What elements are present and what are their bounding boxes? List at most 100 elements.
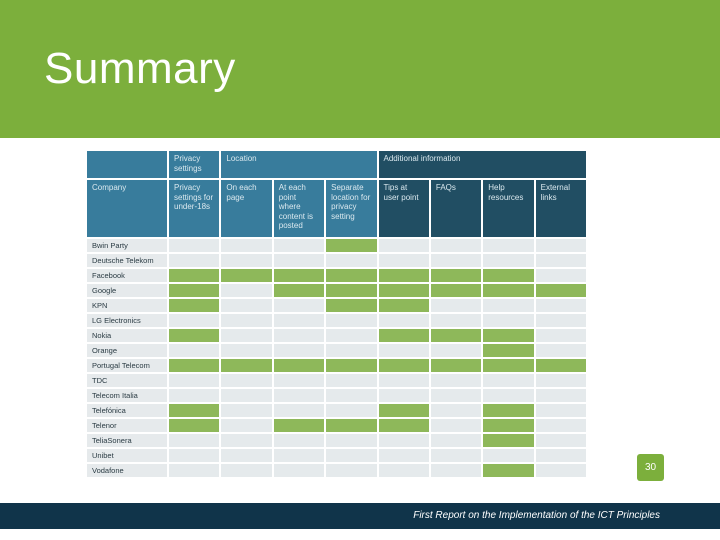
table-cell-no — [535, 374, 586, 387]
table-cell-no — [221, 374, 272, 387]
table-cell-no — [483, 449, 534, 462]
company-name: Bwin Party — [87, 239, 167, 252]
table-cell-no — [430, 254, 482, 267]
column-header-row: Company Privacy settings for under-18s O… — [87, 180, 586, 237]
company-name: Portugal Telecom — [87, 359, 167, 372]
table-cell-no — [535, 434, 586, 447]
table-cell-yes — [378, 404, 429, 417]
footer-bar: First Report on the Implementation of th… — [0, 503, 720, 529]
table-cell-no — [273, 329, 325, 342]
table-row: Telenor — [87, 419, 586, 432]
table-cell-no — [169, 374, 220, 387]
table-cell-no — [221, 299, 272, 312]
table-cell-no — [326, 374, 377, 387]
table-cell-yes — [430, 329, 482, 342]
table-cell-no — [326, 449, 377, 462]
table-cell-yes — [273, 284, 325, 297]
table-cell-no — [430, 449, 482, 462]
table-cell-no — [326, 254, 377, 267]
table-cell-no — [221, 254, 272, 267]
column-header: Company — [87, 180, 167, 237]
company-name: Telenor — [87, 419, 167, 432]
table-cell-yes — [483, 284, 534, 297]
table-cell-no — [378, 389, 429, 402]
table-cell-yes — [169, 299, 220, 312]
column-header: Privacy settings for under-18s — [169, 180, 220, 237]
table-cell-yes — [430, 284, 482, 297]
table-cell-yes — [221, 359, 272, 372]
title-banner: Summary — [0, 0, 720, 138]
table-cell-no — [169, 464, 220, 477]
summary-table: Privacy settings Location Additional inf… — [87, 151, 590, 477]
company-name: Nokia — [87, 329, 167, 342]
table-cell-no — [430, 434, 482, 447]
table-cell-no — [483, 314, 534, 327]
table-cell-no — [378, 434, 429, 447]
table-cell-no — [221, 314, 272, 327]
column-header: At each point where content is posted — [273, 180, 325, 237]
company-name: Google — [87, 284, 167, 297]
table-cell-no — [430, 239, 482, 252]
table-cell-yes — [378, 299, 429, 312]
table-cell-no — [273, 299, 325, 312]
table-cell-no — [483, 239, 534, 252]
table-cell-yes — [378, 329, 429, 342]
group-header-additional: Additional information — [378, 151, 586, 178]
group-header-privacy: Privacy settings — [169, 151, 220, 178]
table-cell-no — [430, 389, 482, 402]
table-cell-yes — [326, 299, 377, 312]
group-header-row: Privacy settings Location Additional inf… — [87, 151, 586, 178]
company-name: TDC — [87, 374, 167, 387]
table-cell-no — [378, 464, 429, 477]
table-cell-yes — [326, 419, 377, 432]
table-cell-yes — [169, 359, 220, 372]
table-cell-no — [378, 254, 429, 267]
company-name: KPN — [87, 299, 167, 312]
table-cell-no — [430, 404, 482, 417]
table-cell-no — [221, 464, 272, 477]
table-cell-yes — [483, 359, 534, 372]
table-cell-no — [326, 314, 377, 327]
table-cell-yes — [483, 434, 534, 447]
table-cell-yes — [221, 269, 272, 282]
table-cell-yes — [483, 269, 534, 282]
table-cell-no — [535, 314, 586, 327]
table-cell-no — [169, 254, 220, 267]
table-cell-no — [378, 344, 429, 357]
table-cell-no — [326, 404, 377, 417]
column-header: Help resources — [483, 180, 534, 237]
table-cell-no — [378, 449, 429, 462]
table-cell-yes — [169, 419, 220, 432]
company-name: Telefónica — [87, 404, 167, 417]
table-cell-no — [378, 314, 429, 327]
table-cell-no — [169, 449, 220, 462]
group-header-location: Location — [221, 151, 377, 178]
table-cell-yes — [169, 329, 220, 342]
table-row: Portugal Telecom — [87, 359, 586, 372]
table-cell-no — [430, 344, 482, 357]
table-cell-yes — [483, 344, 534, 357]
table-row: TDC — [87, 374, 586, 387]
table-cell-no — [378, 239, 429, 252]
table-cell-no — [535, 329, 586, 342]
table-cell-no — [169, 239, 220, 252]
table-row: LG Electronics — [87, 314, 586, 327]
table-cell-no — [273, 434, 325, 447]
table-row: Unibet — [87, 449, 586, 462]
table-cell-no — [535, 254, 586, 267]
table-cell-no — [535, 389, 586, 402]
table-cell-yes — [378, 284, 429, 297]
table-body: Bwin Party Deutsche Telekom Facebook Google… — [87, 239, 586, 477]
table-cell-no — [483, 299, 534, 312]
column-header: FAQs — [430, 180, 482, 237]
table-cell-no — [535, 269, 586, 282]
table-cell-no — [221, 404, 272, 417]
company-name: Deutsche Telekom — [87, 254, 167, 267]
table-row: TeliaSonera — [87, 434, 586, 447]
column-header: Tips at user point — [378, 180, 429, 237]
column-header: Separate location for privacy setting — [326, 180, 377, 237]
table-cell-no — [273, 344, 325, 357]
table-cell-no — [535, 239, 586, 252]
table-cell-no — [535, 449, 586, 462]
table-cell-no — [273, 389, 325, 402]
